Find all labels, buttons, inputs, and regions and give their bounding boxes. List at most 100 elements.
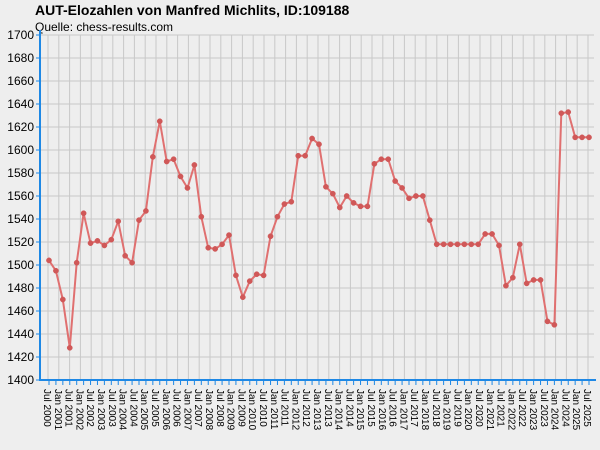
x-tick-label: Jul 2004 (127, 389, 138, 427)
x-tick-label: Jan 2010 (246, 389, 257, 431)
data-point (565, 109, 572, 115)
data-point (53, 267, 59, 274)
data-point (94, 238, 101, 244)
data-point (364, 203, 371, 210)
x-tick-label: Jul 2013 (322, 389, 333, 427)
x-tick-label: Jan 2001 (52, 389, 63, 431)
x-tick-label: Jan 2004 (117, 389, 128, 431)
data-point (246, 278, 253, 284)
x-tick-label: Jul 2014 (343, 389, 354, 427)
data-point (399, 185, 405, 191)
data-point (101, 242, 108, 249)
x-tick-label: Jan 2015 (354, 389, 365, 431)
x-tick-label: Jan 2023 (527, 389, 538, 431)
x-tick-label: Jul 2016 (387, 389, 398, 427)
chart-source: Quelle: chess-results.com (35, 20, 174, 34)
y-tick-label: 1440 (7, 327, 34, 341)
data-point (413, 193, 419, 199)
x-tick-label: Jan 2008 (203, 389, 214, 431)
x-tick-label: Jul 2012 (300, 389, 311, 427)
x-tick-label: Jul 2006 (171, 389, 182, 427)
data-point (509, 274, 516, 281)
y-tick-label: 1480 (7, 281, 34, 295)
data-point (323, 183, 329, 190)
data-point (46, 257, 52, 264)
x-tick-label: Jul 2008 (214, 389, 225, 427)
x-tick-label: Jan 2025 (570, 389, 581, 431)
data-point (122, 252, 129, 259)
data-point (385, 156, 392, 163)
x-tick-label: Jul 2003 (106, 389, 117, 427)
data-point (149, 154, 156, 160)
x-tick-label: Jan 2017 (397, 389, 408, 431)
data-point (66, 344, 73, 351)
data-point (419, 193, 426, 199)
data-point (516, 241, 523, 248)
data-point (233, 272, 239, 279)
data-point (260, 272, 267, 279)
data-point (496, 242, 502, 249)
y-tick-label: 1640 (7, 97, 34, 111)
x-tick-label: Jan 2012 (289, 389, 300, 431)
y-tick-label: 1400 (7, 373, 34, 387)
x-tick-label: Jan 2021 (484, 389, 495, 431)
x-tick-label: Jul 2023 (538, 389, 549, 427)
data-point (274, 213, 281, 220)
x-tick-label: Jul 2011 (279, 389, 290, 427)
x-tick-label: Jul 2024 (559, 389, 570, 427)
x-tick-label: Jan 2013 (311, 389, 322, 431)
x-tick-label: Jan 2022 (505, 389, 516, 431)
x-tick-label: Jan 2009 (225, 389, 236, 431)
x-tick-label: Jan 2020 (462, 389, 473, 431)
data-point (350, 200, 357, 206)
data-point (302, 152, 309, 159)
data-point (212, 246, 219, 252)
x-tick-label: Jul 2019 (451, 389, 462, 427)
data-point (87, 240, 94, 246)
y-tick-label: 1700 (7, 28, 34, 42)
data-point (198, 213, 205, 220)
x-tick-label: Jul 2000 (41, 389, 52, 427)
data-point (170, 156, 177, 163)
x-tick-label: Jan 2007 (181, 389, 192, 431)
y-tick-label: 1660 (7, 74, 34, 88)
data-point (156, 118, 163, 125)
data-point (205, 244, 212, 251)
data-point (475, 241, 482, 248)
data-point (309, 135, 315, 142)
data-point (523, 280, 530, 287)
x-tick-label: Jul 2009 (235, 389, 246, 427)
chart-title: AUT-Elozahlen von Manfred Michlits, ID:1… (35, 2, 350, 18)
data-point (281, 201, 288, 207)
data-point (336, 204, 343, 211)
data-point (537, 277, 544, 283)
x-tick-label: Jul 2005 (149, 389, 160, 427)
y-tick-label: 1600 (7, 143, 34, 157)
data-point (558, 110, 565, 117)
y-tick-label: 1420 (7, 350, 34, 364)
x-tick-label: Jul 2007 (192, 389, 203, 427)
data-point (184, 185, 191, 191)
x-tick-label: Jan 2016 (376, 389, 387, 431)
data-point (253, 271, 260, 278)
data-point (440, 241, 447, 248)
x-tick-label: Jul 2010 (257, 389, 268, 427)
data-point (288, 198, 295, 205)
x-tick-label: Jan 2005 (138, 389, 149, 431)
data-point (544, 318, 551, 325)
data-point (295, 152, 302, 159)
data-point (108, 236, 115, 243)
x-tick-label: Jan 2002 (73, 389, 84, 431)
data-point (433, 241, 440, 248)
data-point (551, 321, 558, 328)
data-point (406, 195, 412, 202)
y-tick-label: 1460 (7, 304, 34, 318)
data-point (371, 160, 378, 167)
data-point (468, 241, 475, 248)
x-tick-label: Jan 2011 (268, 389, 279, 430)
x-tick-label: Jul 2002 (84, 389, 95, 427)
data-point (461, 241, 468, 248)
data-point (219, 241, 225, 248)
